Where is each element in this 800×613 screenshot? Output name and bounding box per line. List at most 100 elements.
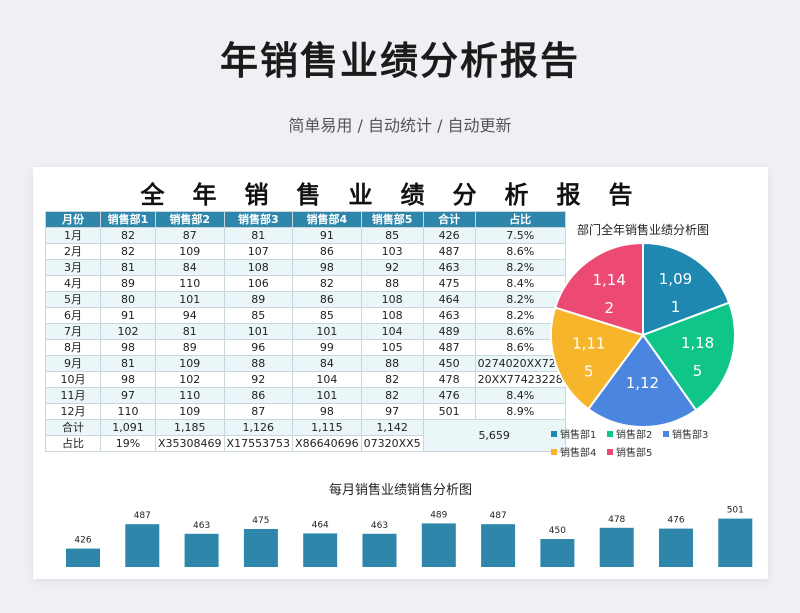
column-header: 月份: [45, 211, 101, 228]
table-cell: 85: [360, 227, 424, 244]
legend-item: 销售部5: [607, 446, 652, 459]
column-header: 销售部5: [360, 211, 424, 228]
column-header: 销售部2: [155, 211, 225, 228]
table-cell: 102: [155, 371, 225, 388]
pie-data-label: 5: [693, 362, 703, 380]
column-header: 占比: [474, 211, 566, 228]
bar-data-label: 450: [549, 526, 566, 536]
page-title: 年销售业绩分析报告: [219, 39, 580, 83]
table-cell: 98: [100, 339, 156, 356]
bar: [659, 528, 693, 567]
table-cell: 81: [223, 227, 294, 244]
pie-slice: [553, 241, 644, 337]
table-cell: 88: [360, 275, 424, 292]
table-cell: 2月: [45, 243, 101, 260]
table-cell: X86640696: [292, 435, 362, 452]
table-cell: 109: [155, 355, 225, 372]
table-cell: 463: [422, 307, 476, 324]
bar-data-label: 501: [727, 506, 744, 516]
table-cell: 98: [100, 371, 156, 388]
table-cell: 85: [292, 307, 362, 324]
table-row: 5月 80 101 89 86 108 464 8.2%: [45, 291, 566, 308]
table-cell: 88: [223, 355, 294, 372]
table-cell: 105: [360, 339, 424, 356]
bar: [421, 523, 456, 567]
table-cell: 478: [422, 371, 476, 388]
table-cell: 1,115: [292, 419, 362, 436]
bar-data-label: 476: [667, 516, 684, 526]
table-cell: 88: [360, 355, 424, 372]
table-cell: 9月: [45, 355, 101, 372]
legend-label: 销售部1: [560, 428, 596, 441]
table-row: 10月 98 102 92 104 82 478 20XX77423228: [45, 371, 566, 388]
table-cell: 463: [422, 259, 476, 276]
table-cell: 4月: [45, 275, 101, 292]
table-cell: 98: [292, 259, 362, 276]
table-cell: 81: [100, 259, 156, 276]
table-cell: 1,142: [360, 419, 424, 436]
bar-data-label: 475: [252, 516, 269, 526]
bar: [540, 539, 575, 567]
pie-data-label: 1,11: [572, 335, 605, 353]
table-cell: 92: [223, 371, 294, 388]
table-cell: 110: [155, 387, 225, 404]
table-cell: 7.5%: [474, 227, 566, 244]
table-cell: 7月: [45, 323, 101, 340]
table-cell: 97: [100, 387, 156, 404]
pie-chart: 1,09 11,18 5 1,12 1,11 5 1,14 2 销售部1 销售部2 销售部3 销售部4…: [550, 241, 736, 459]
table-cell: 8月: [45, 339, 101, 356]
bar-data-label: 487: [134, 511, 151, 521]
column-header: 合计: [422, 211, 476, 228]
bar: [66, 548, 100, 567]
legend-label: 销售部2: [616, 428, 652, 441]
table-cell: 80: [100, 291, 156, 308]
table-cell: 96: [223, 339, 294, 356]
table-cell: 86: [292, 291, 362, 308]
pie-slice: [642, 241, 731, 337]
legend-label: 销售部5: [616, 446, 652, 459]
table-cell: 82: [100, 243, 156, 260]
spreadsheet-preview: 全年销售业绩分析报告 月份 销售部1 销售部2 销售部3 销售部4 销售部5 合计 占比 1月…: [33, 167, 768, 579]
table-cell: 475: [422, 275, 476, 292]
table-cell: 103: [360, 243, 424, 260]
table-cell: 1,126: [223, 419, 294, 436]
bar-data-label: 463: [193, 521, 210, 531]
bar: [362, 533, 397, 567]
table-cell: 92: [360, 259, 424, 276]
bar: [243, 529, 278, 567]
legend-item: 销售部2: [607, 428, 652, 441]
table-row: 2月 82 109 107 86 103 487 8.6%: [45, 243, 566, 260]
table-cell: 104: [360, 323, 424, 340]
pie-data-label: 1,12: [626, 374, 659, 392]
table-cell: 487: [422, 339, 476, 356]
table-cell: 91: [100, 307, 156, 324]
bar-data-label: 487: [490, 511, 507, 521]
legend-swatch: [607, 449, 613, 455]
table-cell: 89: [223, 291, 294, 308]
table-cell: 8.2%: [474, 307, 566, 324]
bar-data-label: 478: [608, 515, 625, 525]
table-cell: 82: [100, 227, 156, 244]
table-cell: 85: [223, 307, 294, 324]
bar: [718, 518, 753, 567]
table-cell: 108: [360, 307, 424, 324]
column-header: 销售部1: [100, 211, 156, 228]
pie-slice: [586, 333, 698, 428]
table-cell: 89: [155, 339, 225, 356]
table-cell: 110: [155, 275, 225, 292]
bar-data-label: 463: [371, 521, 388, 531]
pie-data-label: 5: [584, 363, 594, 381]
table-cell: 12月: [45, 403, 101, 420]
pie-data-label: 1,14: [593, 271, 626, 289]
table-cell: 101: [292, 387, 362, 404]
table-row: 4月 89 110 106 82 88 475 8.4%: [45, 275, 566, 292]
table-row: 3月 81 84 108 98 92 463 8.2%: [45, 259, 566, 276]
legend-swatch: [607, 431, 613, 437]
table-cell: 464: [422, 291, 476, 308]
column-header: 销售部4: [292, 211, 362, 228]
table-cell: 98: [292, 403, 362, 420]
table-cell: 476: [422, 387, 476, 404]
bar-data-label: 464: [312, 520, 329, 530]
table-cell: 426: [422, 227, 476, 244]
table-cell: 81: [155, 323, 225, 340]
